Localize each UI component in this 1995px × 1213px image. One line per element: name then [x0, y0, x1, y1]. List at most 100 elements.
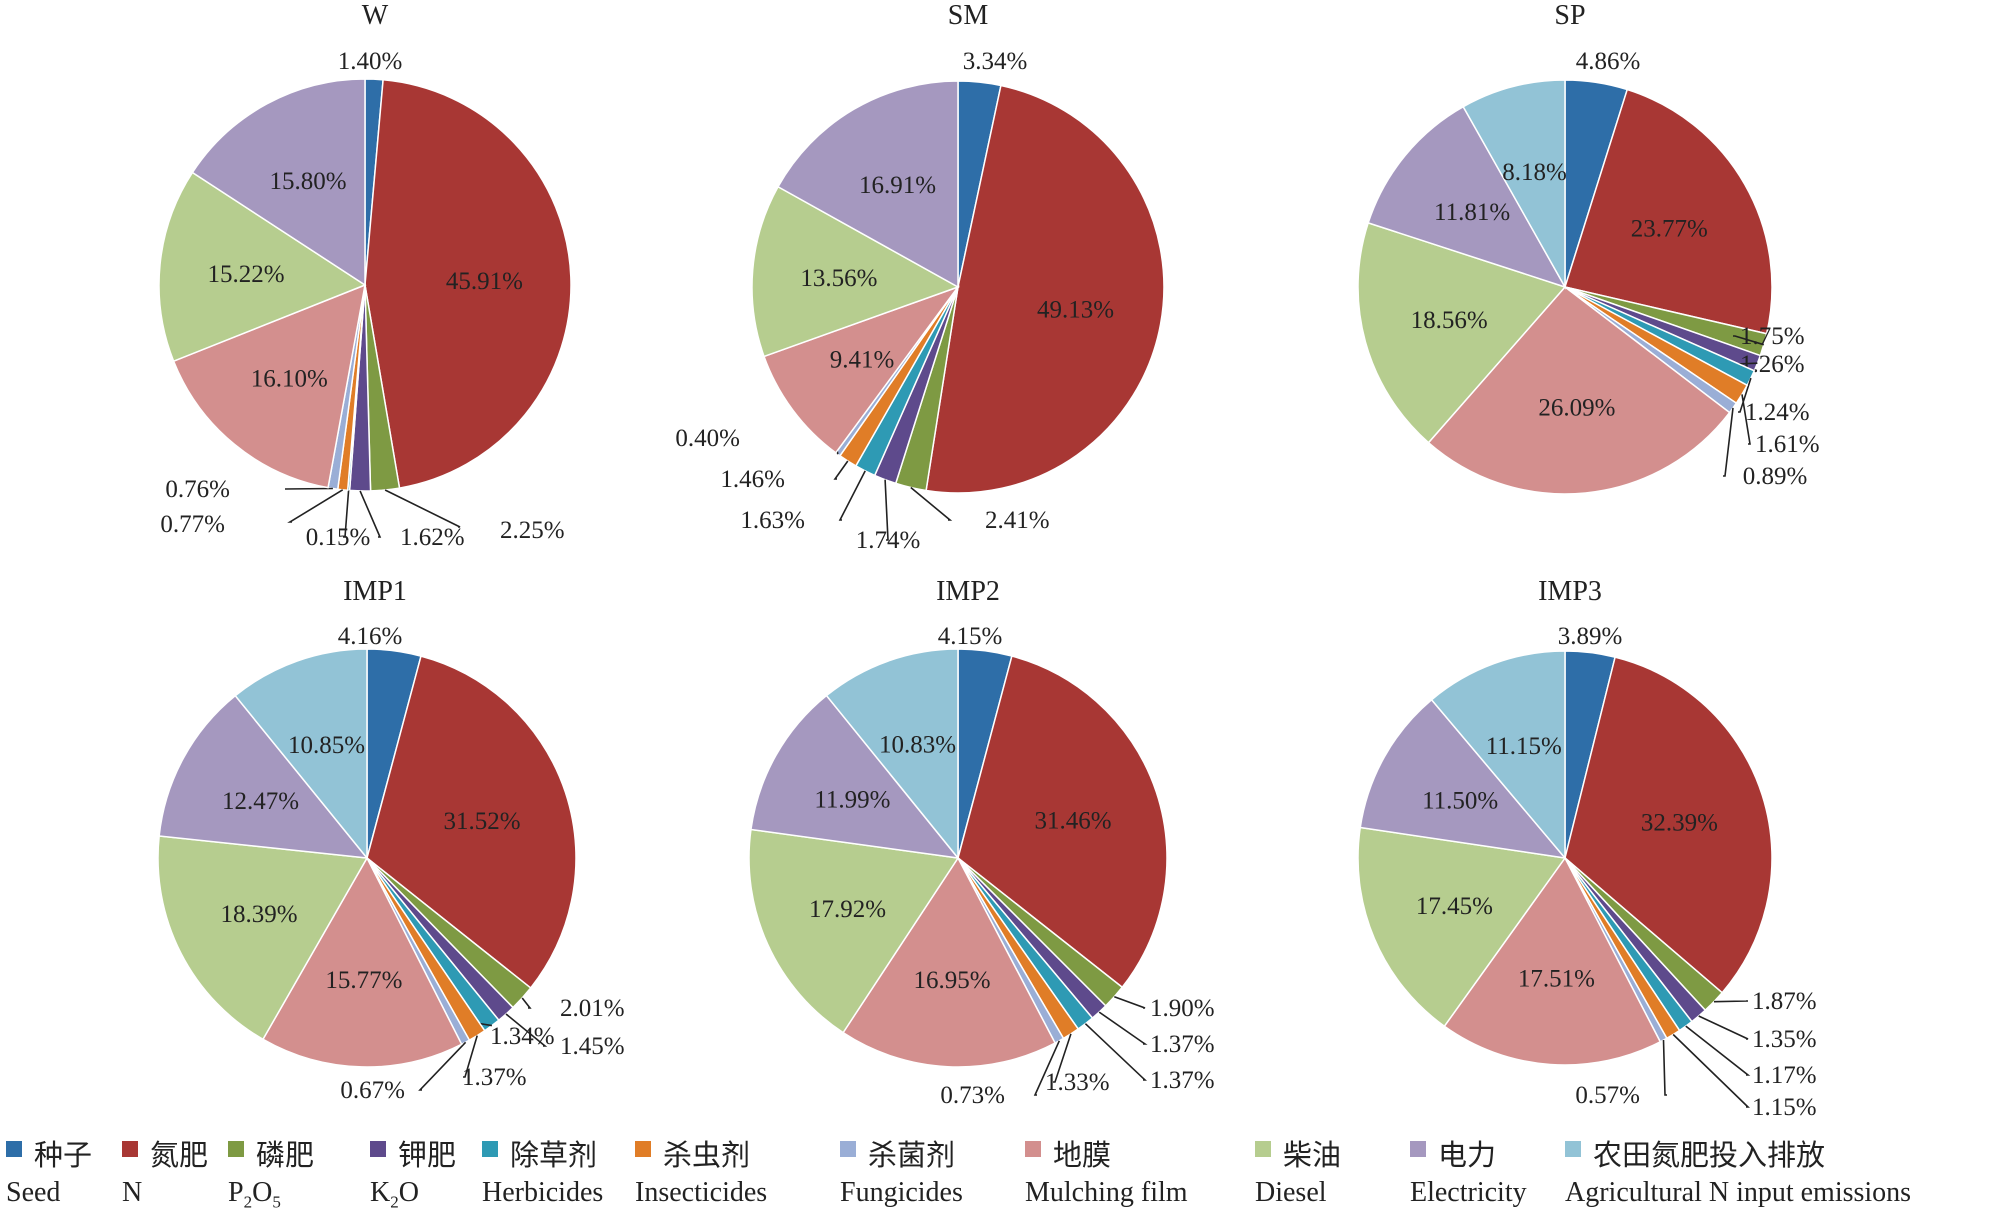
- slice-label: 1.15%: [1752, 1094, 1817, 1121]
- slice-label: 45.91%: [446, 268, 523, 295]
- pie-chart-sm: SM 3.34% 49.13% 2.41% 1.74% 1.63% 1.46% 0.40% 9.…: [675, 0, 1165, 554]
- legend-label-en: K2O: [370, 1177, 419, 1212]
- slice-label: 1.90%: [1150, 995, 1215, 1022]
- chart-title: SM: [948, 0, 989, 31]
- slice-label: 23.77%: [1631, 216, 1708, 243]
- slice-label: 32.39%: [1641, 810, 1718, 837]
- slice-label: 11.15%: [1486, 733, 1562, 760]
- leader-line: [1662, 1039, 1667, 1096]
- pie-slice: [1443, 856, 1662, 1066]
- pie-slice: [157, 835, 369, 1041]
- legend-label-cn: 氮肥: [150, 1138, 209, 1172]
- slice-label: 0.57%: [1575, 1082, 1640, 1109]
- legend-swatch: [1565, 1141, 1581, 1157]
- leader-line: [1733, 335, 1765, 346]
- legend-label-cn: 杀菌剂: [868, 1138, 956, 1172]
- pie-slice: [1564, 656, 1773, 994]
- leader-line: [1084, 1023, 1148, 1081]
- pie-slice: [1427, 285, 1731, 495]
- pie-slice: [1357, 826, 1567, 1028]
- slice-label: 16.95%: [913, 967, 990, 994]
- slice-label: 1.87%: [1752, 988, 1817, 1015]
- pie-chart-sp: SP4.86%23.77%1.75%1.26%1.24%1.61%0.89%26…: [1357, 0, 1820, 495]
- pie-slice: [1430, 650, 1566, 861]
- pie-slice: [191, 78, 366, 287]
- pie-slice: [172, 283, 366, 489]
- chart-title: SP: [1554, 0, 1585, 31]
- legend-label-cn: 除草剂: [510, 1138, 598, 1172]
- slice-label: 11.81%: [1434, 199, 1510, 226]
- pie-chart-w: W 1.40% 45.91% 2.25% 1.62% 0.15% 0.77% 0.76% 16.…: [158, 0, 572, 551]
- slice-label: 0.40%: [675, 425, 740, 452]
- legend-label-cn: 种子: [34, 1138, 93, 1172]
- legend-label-en: P2O5: [228, 1177, 281, 1212]
- leader-line: [359, 490, 382, 538]
- chart-title: IMP3: [1538, 576, 1602, 607]
- slice-label: 1.62%: [400, 524, 465, 551]
- legend-label-cn: 杀虫剂: [663, 1138, 751, 1172]
- pie-slice: [1367, 105, 1567, 289]
- pie-slice: [777, 80, 959, 289]
- legend-label-en: Electricity: [1410, 1177, 1527, 1208]
- slice-label: 8.18%: [1502, 159, 1567, 186]
- leader-line: [1738, 377, 1752, 413]
- slice-label: 1.35%: [1752, 1026, 1817, 1053]
- slice-label: 11.99%: [814, 786, 890, 813]
- slice-label: 1.75%: [1740, 323, 1805, 350]
- slice-label: 15.22%: [208, 261, 285, 288]
- pie-slice: [925, 84, 1165, 494]
- pie-slice: [1359, 698, 1567, 860]
- pie-slice: [1462, 79, 1566, 290]
- chart-title: IMP2: [936, 576, 1000, 607]
- slice-label: 2.41%: [985, 507, 1050, 534]
- pie-slice: [1357, 221, 1567, 444]
- legend-label-en: Herbicides: [482, 1177, 604, 1208]
- slice-label: 1.37%: [1150, 1067, 1215, 1094]
- legend-label-en: Agricultural N input emissions: [1565, 1177, 1912, 1208]
- slice-label: 2.25%: [500, 517, 565, 544]
- slice-label: 15.80%: [270, 168, 347, 195]
- pie-charts: W 1.40% 45.91% 2.25% 1.62% 0.15% 0.77% 0.76% 16.…: [157, 0, 1820, 1121]
- slice-label: 1.37%: [462, 1064, 527, 1091]
- pie-slice: [825, 648, 959, 861]
- slice-label: 0.67%: [340, 1077, 405, 1104]
- legend-label-cn: 钾肥: [398, 1138, 457, 1172]
- leader-line: [1033, 1040, 1061, 1096]
- legend-label-cn: 电力: [1438, 1138, 1497, 1172]
- slice-label: 9.41%: [830, 346, 895, 373]
- leader-line: [521, 997, 532, 1009]
- pie-slice: [763, 285, 961, 454]
- slice-label: 10.83%: [879, 732, 956, 759]
- slice-label: 10.85%: [288, 732, 365, 759]
- pie-slice: [748, 828, 960, 1034]
- pie-slice: [1564, 88, 1773, 335]
- legend: 种子 Seed 氮肥 N 磷肥 P2O5 钾肥 K2O 除草剂 Herbicides 杀虫剂 Inse…: [0, 1132, 1995, 1212]
- legend-swatch: [1025, 1141, 1041, 1157]
- legend-label-en: Insecticides: [635, 1177, 768, 1208]
- legend-swatch: [635, 1141, 651, 1157]
- slice-label: 1.74%: [856, 527, 921, 554]
- legend-label-en: Mulching film: [1025, 1177, 1188, 1208]
- legend-swatch: [370, 1141, 386, 1157]
- pie-slice: [366, 655, 577, 990]
- leader-line: [884, 479, 889, 541]
- legend-label-en: N: [122, 1177, 143, 1208]
- leader-line: [1741, 394, 1751, 445]
- slice-label: 0.15%: [306, 524, 371, 551]
- slice-label: 1.40%: [338, 48, 403, 75]
- leader-line: [505, 1013, 548, 1047]
- leader-line: [1053, 1033, 1072, 1083]
- slice-label: 2.01%: [560, 995, 625, 1022]
- legend-label-cn: 磷肥: [256, 1138, 315, 1172]
- leader-line: [463, 1035, 478, 1078]
- legend-swatch: [122, 1141, 138, 1157]
- slice-label: 0.76%: [165, 476, 230, 503]
- slice-label: 0.89%: [1743, 463, 1808, 490]
- slice-label: 1.33%: [1045, 1069, 1110, 1096]
- pie-chart-imp2: IMP2 4.15% 31.46% 1.90% 1.37% 1.37% 1.33% 0.73%…: [748, 576, 1215, 1109]
- slice-label: 31.52%: [444, 808, 521, 835]
- pie-chart-imp1: IMP1 4.16% 31.52% 2.01% 1.45%1.34% 1.37% 0.67%…: [157, 576, 625, 1104]
- slice-label: 1.46%: [720, 466, 785, 493]
- pie-slice: [957, 655, 1168, 989]
- slice-label: 3.89%: [1558, 623, 1623, 650]
